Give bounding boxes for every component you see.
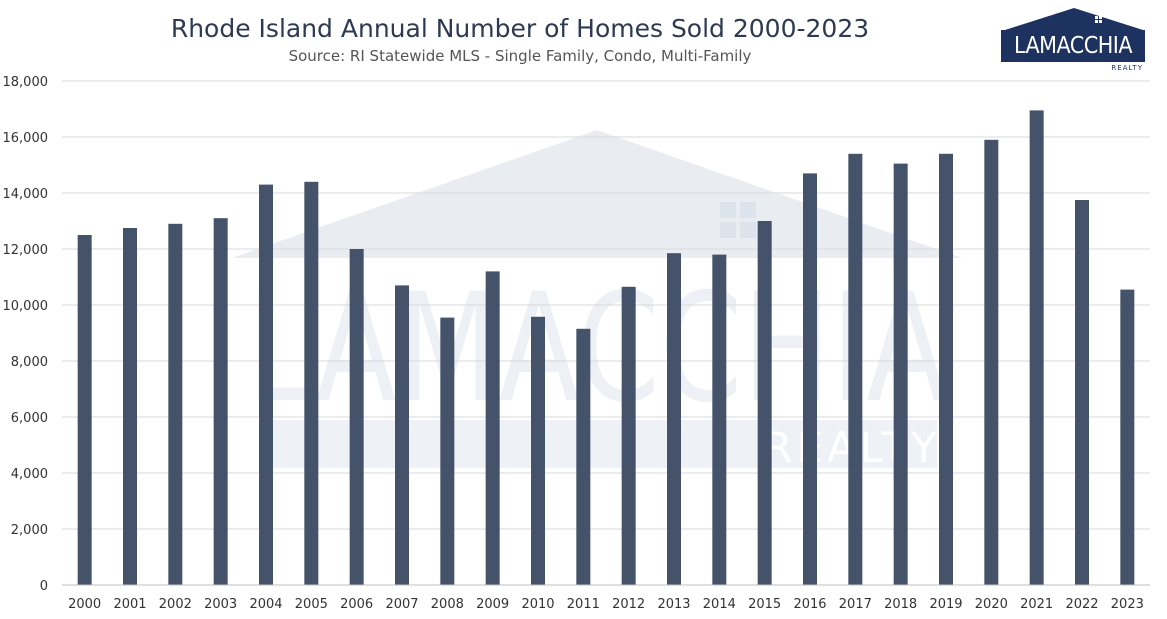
logo-tagline: REALTY [1111,64,1143,72]
bar-2004 [259,184,273,585]
bar-2016 [803,173,817,585]
bar-2021 [1029,110,1044,586]
x-tick-label: 2016 [793,597,826,612]
y-axis: 0 2,000 4,000 6,000 8,000 10,000 12,000 14,000 1… [3,75,49,594]
bar-2002 [168,223,183,586]
bar-2009 [485,271,500,585]
x-tick-label: 2003 [204,597,237,612]
bar-2011 [576,328,591,585]
brand-logo: LAMACCHIA REALTY [1001,6,1147,72]
bar-2014 [712,254,727,585]
chart-subtitle: Source: RI Statewide MLS - Single Family… [288,47,752,65]
x-tick-label: 2017 [839,597,872,612]
bar-2000 [77,235,92,585]
y-tick-label: 0 [40,579,48,594]
bar-2022 [1075,200,1089,585]
y-tick-label: 18,000 [3,75,49,90]
x-tick-label: 2018 [884,597,917,612]
x-tick-label: 2023 [1111,597,1144,612]
x-tick-label: 2005 [295,597,328,612]
y-tick-label: 14,000 [3,187,49,202]
x-tick-label: 2007 [385,597,418,612]
bar-2018 [893,163,908,585]
bar-2013 [667,253,681,585]
roof-icon [1005,8,1143,30]
chart-title: Rhode Island Annual Number of Homes Sold… [170,14,870,43]
x-tick-label: 2002 [159,597,192,612]
x-tick-label: 2010 [521,597,554,612]
y-tick-label: 6,000 [11,411,48,426]
logo-name: LAMACCHIA [1001,30,1145,62]
bars [77,110,1135,586]
x-tick-label: 2012 [612,597,645,612]
x-tick-label: 2021 [1020,597,1053,612]
x-axis: 2000 2001 2002 2003 2004 2005 2006 2007 2008 2009… [62,584,1150,612]
bar-2006 [349,249,364,585]
bar-2023 [1120,289,1135,585]
x-tick-label: 2014 [703,597,736,612]
bar-2010 [531,316,545,585]
x-tick-label: 2011 [567,597,600,612]
x-tick-label: 2015 [748,597,781,612]
y-tick-label: 8,000 [11,355,48,370]
bar-2007 [395,285,409,585]
x-tick-label: 2020 [975,597,1008,612]
bar-2012 [621,286,636,585]
bar-2020 [984,139,999,586]
x-tick-label: 2006 [340,597,373,612]
x-tick-label: 2009 [476,597,509,612]
y-tick-label: 4,000 [11,467,48,482]
x-tick-label: 2004 [249,597,282,612]
x-tick-label: 2013 [657,597,690,612]
y-tick-label: 12,000 [3,243,49,258]
y-tick-label: 16,000 [3,131,49,146]
bar-2003 [213,218,228,585]
y-tick-label: 2,000 [11,523,48,538]
bar-2001 [123,228,137,585]
bar-2015 [757,221,772,585]
bar-2005 [304,181,319,586]
x-tick-label: 2008 [431,597,464,612]
bar-2017 [848,153,863,586]
x-tick-label: 2001 [113,597,146,612]
bar-2008 [440,317,455,585]
y-tick-label: 10,000 [3,299,49,314]
bar-2019 [939,153,953,586]
x-tick-label: 2019 [929,597,962,612]
x-tick-label: 2022 [1065,597,1098,612]
x-tick-label: 2000 [68,597,101,612]
